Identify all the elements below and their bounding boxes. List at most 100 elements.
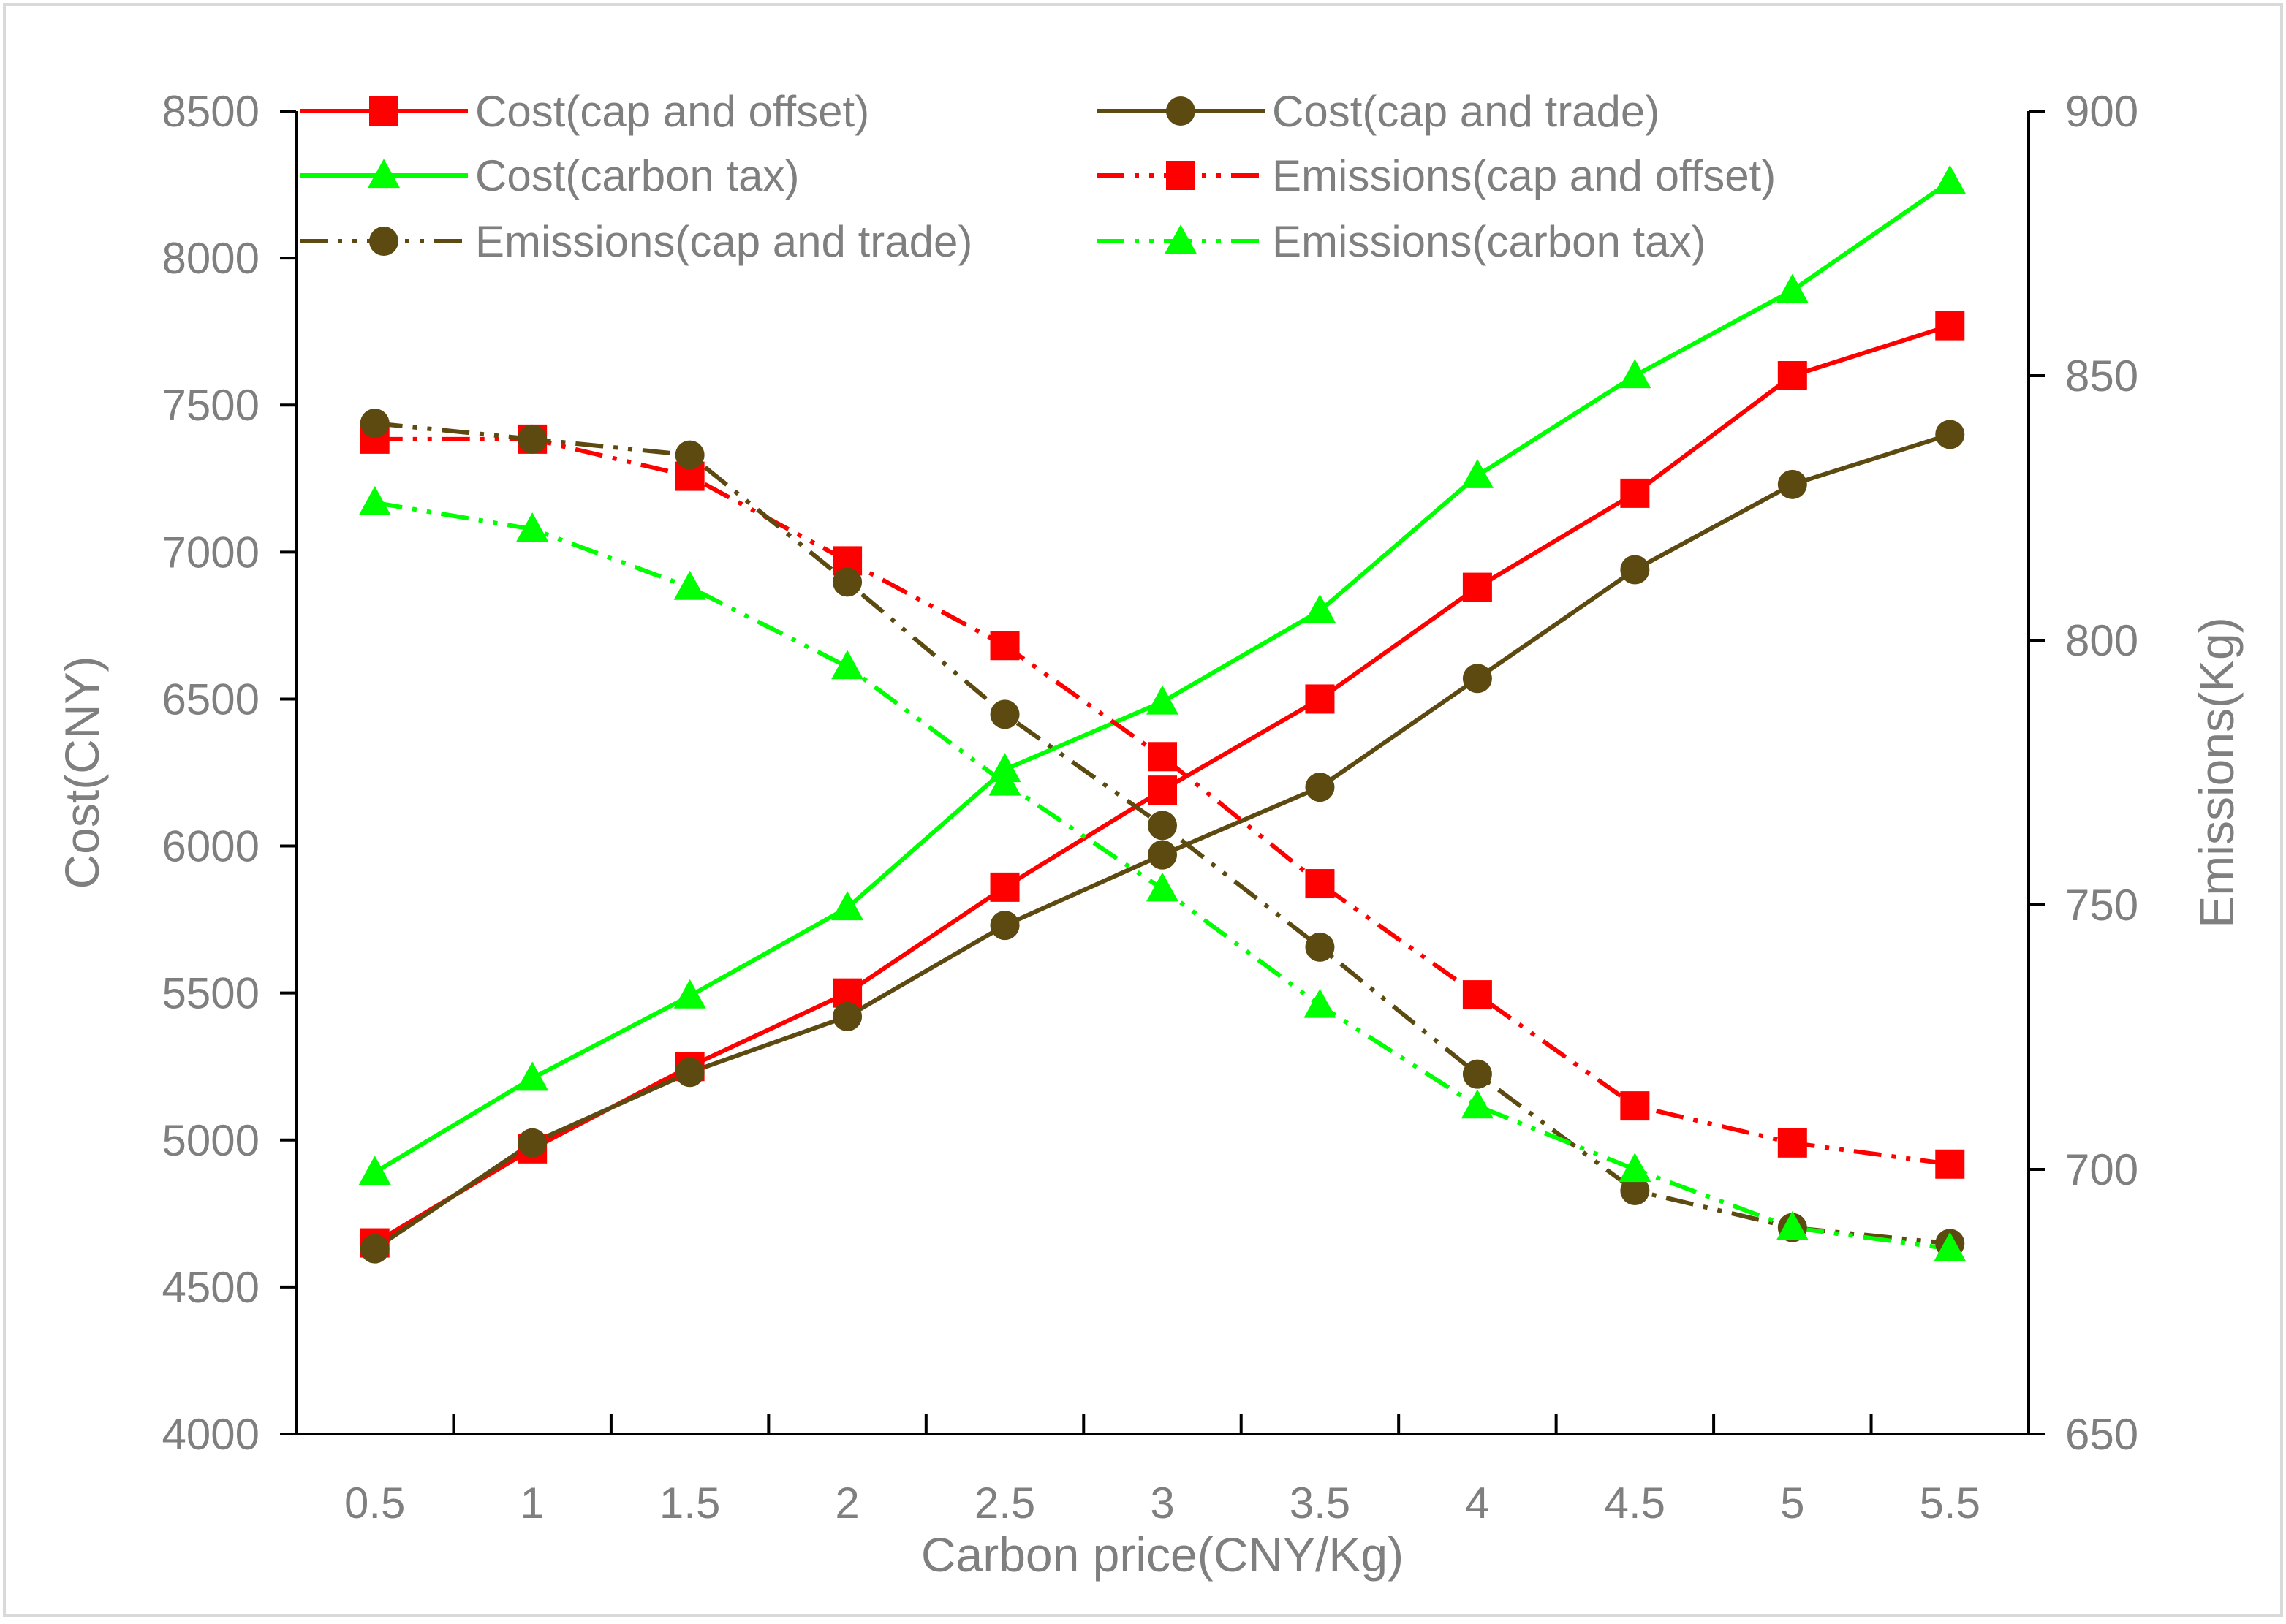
data-point-series-0: [1777, 361, 1807, 390]
legend-label: Cost(carbon tax): [475, 151, 800, 200]
x-axis-title: Carbon price(CNY/Kg): [921, 1528, 1404, 1582]
x-tick-label: 3: [1150, 1479, 1174, 1528]
x-tick-label: 1: [520, 1479, 544, 1528]
data-point-series-0: [1462, 572, 1492, 602]
x-tick-label: 5.5: [1920, 1479, 1980, 1528]
y-left-tick-label: 4500: [162, 1263, 260, 1312]
data-point-series-5: [1619, 1153, 1651, 1183]
y-right-tick-label: 850: [2065, 352, 2138, 401]
legend-marker: [1165, 224, 1197, 254]
data-point-series-5: [358, 485, 391, 515]
legend-marker: [369, 96, 398, 126]
y-left-tick-label: 6000: [162, 822, 260, 871]
data-point-series-4: [990, 699, 1020, 729]
legend-label: Emissions(cap and offset): [1272, 151, 1776, 200]
data-point-series-5: [1461, 1089, 1494, 1119]
y-right-tick-label: 900: [2065, 87, 2138, 136]
legend: Cost(cap and offset) Cost(cap and trade) C…: [300, 87, 1776, 266]
legend-item: Emissions(cap and offset): [1097, 151, 1776, 200]
x-tick-label: 5: [1780, 1479, 1804, 1528]
data-point-series-3: [1305, 869, 1335, 899]
data-point-series-4: [833, 567, 863, 597]
data-point-series-1: [1935, 420, 1965, 449]
y-axis-right-title: Emissions(Kg): [2190, 617, 2244, 927]
legend-label: Emissions(carbon tax): [1272, 217, 1706, 266]
legend-label: Emissions(cap and trade): [475, 217, 972, 266]
data-point-series-5: [1934, 1232, 1967, 1261]
data-point-series-3: [1620, 1091, 1650, 1121]
y-left-tick-label: 7000: [162, 528, 260, 577]
legend-item: Emissions(cap and trade): [300, 217, 972, 266]
data-point-series-4: [1305, 932, 1335, 962]
data-point-series-0: [1305, 684, 1335, 714]
data-point-series-4: [518, 424, 548, 454]
data-point-series-2: [1934, 164, 1967, 194]
axes: [295, 111, 2030, 1435]
data-point-series-1: [833, 1001, 863, 1031]
y-right-tick-label: 650: [2065, 1410, 2138, 1459]
data-point-series-1: [1777, 469, 1807, 499]
legend-marker: [1166, 161, 1195, 190]
y-right-tick-label: 800: [2065, 616, 2138, 665]
data-point-series-2: [673, 979, 706, 1009]
data-point-series-3: [990, 631, 1020, 661]
data-point-series-2: [358, 1156, 391, 1185]
x-tick-label: 0.5: [344, 1479, 405, 1528]
data-point-series-4: [1462, 1059, 1492, 1089]
series-line-4: [374, 421, 1950, 1246]
legend-marker: [1166, 96, 1195, 126]
legend-item: Cost(cap and trade): [1097, 87, 1659, 136]
data-point-series-0: [990, 872, 1020, 902]
data-point-series-2: [516, 1061, 549, 1091]
series-markers: [358, 164, 1967, 1264]
data-point-series-2: [1303, 593, 1336, 623]
data-point-series-4: [1620, 1175, 1650, 1205]
y-left-tick-label: 8500: [162, 87, 260, 136]
data-point-series-2: [1619, 359, 1651, 389]
data-point-series-1: [518, 1128, 548, 1158]
data-point-series-2: [1461, 458, 1494, 488]
data-point-series-4: [360, 409, 390, 439]
data-point-series-3: [1148, 742, 1177, 772]
y-right-tick-label: 750: [2065, 881, 2138, 930]
tick-labels: 0.5 1 1.5 2 2.5 3 3.5 4 4.5 5 5.5 4000 4500 5000 5500 6…: [162, 87, 2139, 1528]
y-left-tick-label: 7500: [162, 381, 260, 430]
data-point-series-3: [1935, 1149, 1965, 1179]
data-point-series-1: [1462, 664, 1492, 694]
data-point-series-2: [1776, 273, 1809, 303]
x-tick-label: 2: [835, 1479, 859, 1528]
data-point-series-1: [675, 1058, 705, 1088]
x-tick-label: 4: [1465, 1479, 1489, 1528]
x-tick-label: 4.5: [1605, 1479, 1665, 1528]
y-left-tick-label: 5500: [162, 969, 260, 1018]
x-tick-label: 3.5: [1290, 1479, 1350, 1528]
data-point-series-3: [1462, 980, 1492, 1010]
legend-label: Cost(cap and offset): [475, 87, 869, 136]
legend-marker: [369, 227, 398, 256]
y-axis-left-title: Cost(CNY): [55, 656, 109, 889]
data-point-series-2: [1146, 685, 1178, 715]
y-left-tick-label: 6500: [162, 675, 260, 724]
y-right-tick-label: 700: [2065, 1145, 2138, 1194]
data-point-series-4: [1148, 811, 1177, 841]
data-point-series-5: [516, 512, 549, 542]
legend-label: Cost(cap and trade): [1272, 87, 1659, 136]
tick-marks: [280, 110, 2045, 1435]
data-point-series-2: [831, 891, 864, 921]
data-point-series-0: [1935, 311, 1965, 341]
legend-item: Cost(cap and offset): [300, 87, 869, 136]
data-point-series-1: [1305, 773, 1335, 802]
y-left-tick-label: 5000: [162, 1116, 260, 1165]
data-point-series-5: [988, 766, 1021, 796]
x-tick-label: 2.5: [974, 1479, 1035, 1528]
y-left-tick-label: 4000: [162, 1410, 260, 1459]
legend-item: Emissions(carbon tax): [1097, 217, 1706, 266]
data-point-series-5: [1146, 872, 1178, 902]
data-point-series-5: [1303, 988, 1336, 1018]
data-point-series-0: [1620, 478, 1650, 508]
y-left-tick-label: 8000: [162, 234, 260, 283]
data-point-series-3: [1777, 1128, 1807, 1158]
legend-item: Cost(carbon tax): [300, 151, 800, 200]
